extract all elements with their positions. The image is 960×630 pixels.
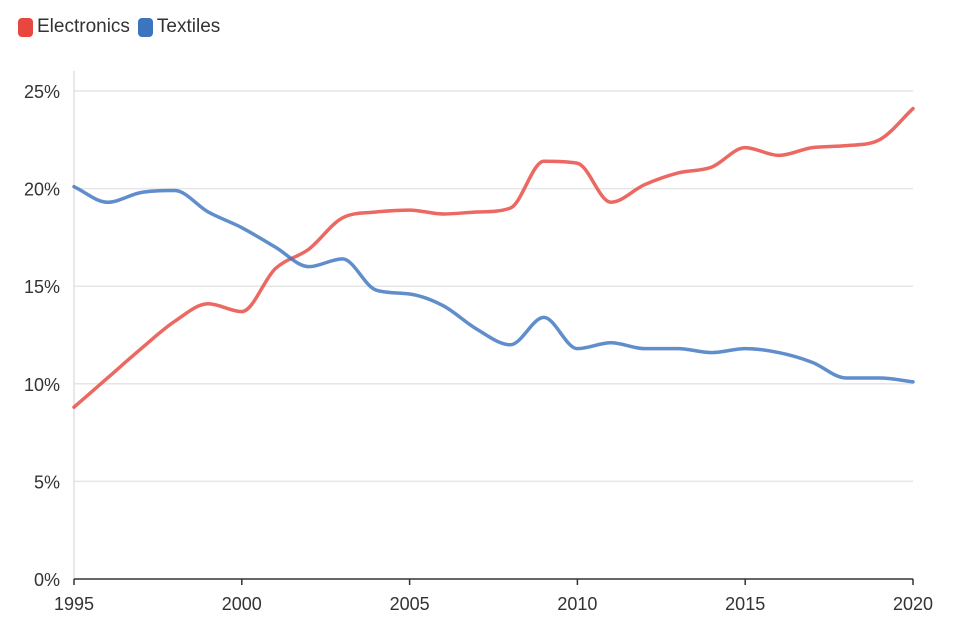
x-tick-label-0: 1995 <box>54 594 94 614</box>
y-tick-label-4: 20% <box>24 180 60 200</box>
legend-item-electronics[interactable]: Electronics <box>18 16 130 38</box>
x-tick-label-4: 2015 <box>725 594 765 614</box>
legend-swatch-textiles <box>137 17 153 37</box>
y-tick-label-0: 0% <box>34 570 60 590</box>
y-tick-label-1: 5% <box>34 472 60 492</box>
y-tick-label-3: 15% <box>24 277 60 297</box>
legend-label-textiles: Textiles <box>156 16 221 37</box>
x-tick-label-2: 2005 <box>390 594 430 614</box>
y-tick-label-2: 10% <box>24 375 60 395</box>
x-tick-label-3: 2010 <box>557 594 597 614</box>
series-line-electronics[interactable] <box>72 106 915 409</box>
legend-label-electronics: Electronics <box>37 16 130 37</box>
tick-labels: 0% 5% 10% 15% 20% 25% 1995 2000 2005 2010 2015 2020 <box>24 82 933 614</box>
axes <box>73 71 914 585</box>
series-line-textiles[interactable] <box>72 184 915 384</box>
legend-item-textiles[interactable]: Textiles <box>137 16 221 38</box>
x-tick-label-1: 2000 <box>222 594 262 614</box>
series-lines <box>72 106 915 409</box>
chart-legend: Electronics Textiles <box>18 16 228 38</box>
x-tick-label-5: 2020 <box>893 594 933 614</box>
gridlines <box>74 90 913 483</box>
y-tick-label-5: 25% <box>24 82 60 102</box>
legend-swatch-electronics <box>18 17 33 37</box>
